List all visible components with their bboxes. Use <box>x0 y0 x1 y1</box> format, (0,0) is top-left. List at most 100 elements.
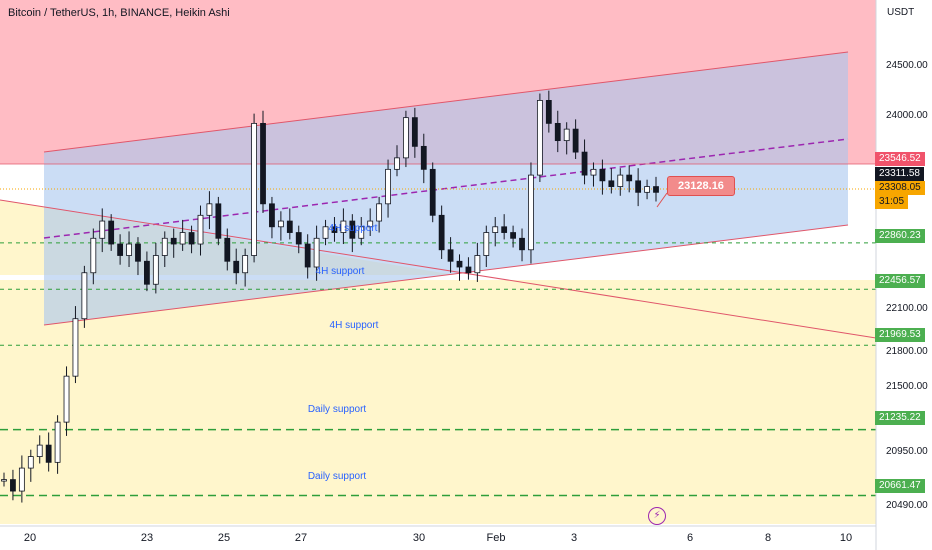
time-tick: 10 <box>839 532 853 544</box>
candle-body <box>188 232 195 245</box>
candle-body <box>215 203 222 239</box>
price-tick: 20950.00 <box>886 446 928 457</box>
candle-body <box>277 220 284 228</box>
candle-body <box>260 122 266 205</box>
candle-body <box>36 444 43 457</box>
candle-body <box>117 243 124 256</box>
candle-body <box>54 421 61 463</box>
price-tick: 24500.00 <box>886 60 928 71</box>
candle-body <box>411 117 418 147</box>
candle-body <box>590 168 597 176</box>
price-axis-unit: USDT <box>887 7 915 18</box>
candle-body <box>492 226 499 233</box>
time-tick: 20 <box>23 532 37 544</box>
close-price-badge: 23311.58 <box>875 167 924 181</box>
candle-body <box>501 226 508 233</box>
candle-body <box>608 180 615 187</box>
candle-body <box>340 220 347 233</box>
lightning-icon[interactable]: ⚡ <box>648 507 666 525</box>
channel-midline <box>43 138 849 239</box>
candle-body <box>644 186 650 193</box>
candle-body <box>295 232 302 245</box>
time-tick: 8 <box>764 532 772 544</box>
candle-body <box>90 237 97 274</box>
candle-body <box>63 375 70 423</box>
candle-body <box>197 214 204 245</box>
candle-body <box>653 186 659 193</box>
candle-body <box>286 220 293 233</box>
support-zone <box>0 280 876 524</box>
candle-body <box>331 226 338 233</box>
candle-body <box>27 456 34 469</box>
candle-body <box>349 220 356 239</box>
candle-body <box>635 180 642 193</box>
time-tick: Feb <box>486 532 506 544</box>
candle-body <box>206 203 213 216</box>
candle-body <box>81 272 88 320</box>
candle-body <box>385 168 391 205</box>
candle-body <box>376 203 383 222</box>
candle-body <box>18 467 25 492</box>
last-price-badge: 23308.05 <box>875 181 925 195</box>
candles <box>1 90 659 503</box>
candle-body <box>447 249 454 262</box>
candle-body <box>563 128 570 142</box>
candle-body <box>456 260 463 268</box>
candle-body <box>572 128 579 153</box>
time-tick: 25 <box>217 532 231 544</box>
bar-countdown-badge: 31:05 <box>875 195 909 209</box>
support-lines <box>0 242 876 497</box>
candle-body <box>519 237 525 251</box>
support-price-badge: 22860.23 <box>875 229 925 243</box>
candle-body <box>135 243 141 262</box>
candle-body <box>144 260 150 285</box>
candle-body <box>99 220 106 239</box>
time-tick: 6 <box>686 532 694 544</box>
candle-body <box>152 255 159 285</box>
price-tick: 21800.00 <box>886 346 928 357</box>
candle-body <box>72 318 79 377</box>
price-tick: 20490.00 <box>886 500 928 511</box>
callout-pointer <box>656 192 668 208</box>
candle-body <box>269 203 275 228</box>
time-tick: 27 <box>294 532 308 544</box>
candle-body <box>233 260 240 274</box>
candle-body <box>242 255 249 274</box>
candle-body <box>465 266 472 274</box>
candle-body <box>581 151 588 176</box>
candle-body <box>161 237 168 256</box>
candle-body <box>45 444 52 463</box>
candle-body <box>483 232 490 256</box>
candle-body <box>429 168 436 216</box>
candle-body <box>438 214 445 251</box>
candle-body <box>313 237 320 268</box>
candle-body <box>528 174 534 251</box>
candle-body <box>367 220 374 228</box>
support-annotation: 4H support <box>315 266 365 277</box>
candle-body <box>1 479 7 482</box>
descending-trendline <box>0 199 877 339</box>
candle-body <box>599 168 606 182</box>
support-annotation: 4H support <box>329 320 379 331</box>
candle-body <box>554 122 561 142</box>
candle-body <box>536 100 543 176</box>
candle-body <box>170 237 177 245</box>
support-price-badge: 21235.22 <box>875 411 925 425</box>
price-tick: 24000.00 <box>886 110 928 121</box>
candle-body <box>251 122 257 256</box>
candle-body <box>179 232 186 245</box>
candle-body <box>626 174 633 182</box>
price-tick: 22100.00 <box>886 303 928 314</box>
candle-body <box>510 232 516 239</box>
candle-body <box>108 220 115 245</box>
candle-body <box>617 174 624 187</box>
candle-body <box>358 226 365 239</box>
candle-body <box>322 226 329 239</box>
support-annotation: 4H support <box>328 223 378 234</box>
candle-body <box>474 255 481 274</box>
channel-upper-line <box>43 51 849 153</box>
price-callout[interactable]: 23128.16 <box>667 176 735 196</box>
time-tick: 23 <box>140 532 154 544</box>
candle-body <box>394 157 400 170</box>
